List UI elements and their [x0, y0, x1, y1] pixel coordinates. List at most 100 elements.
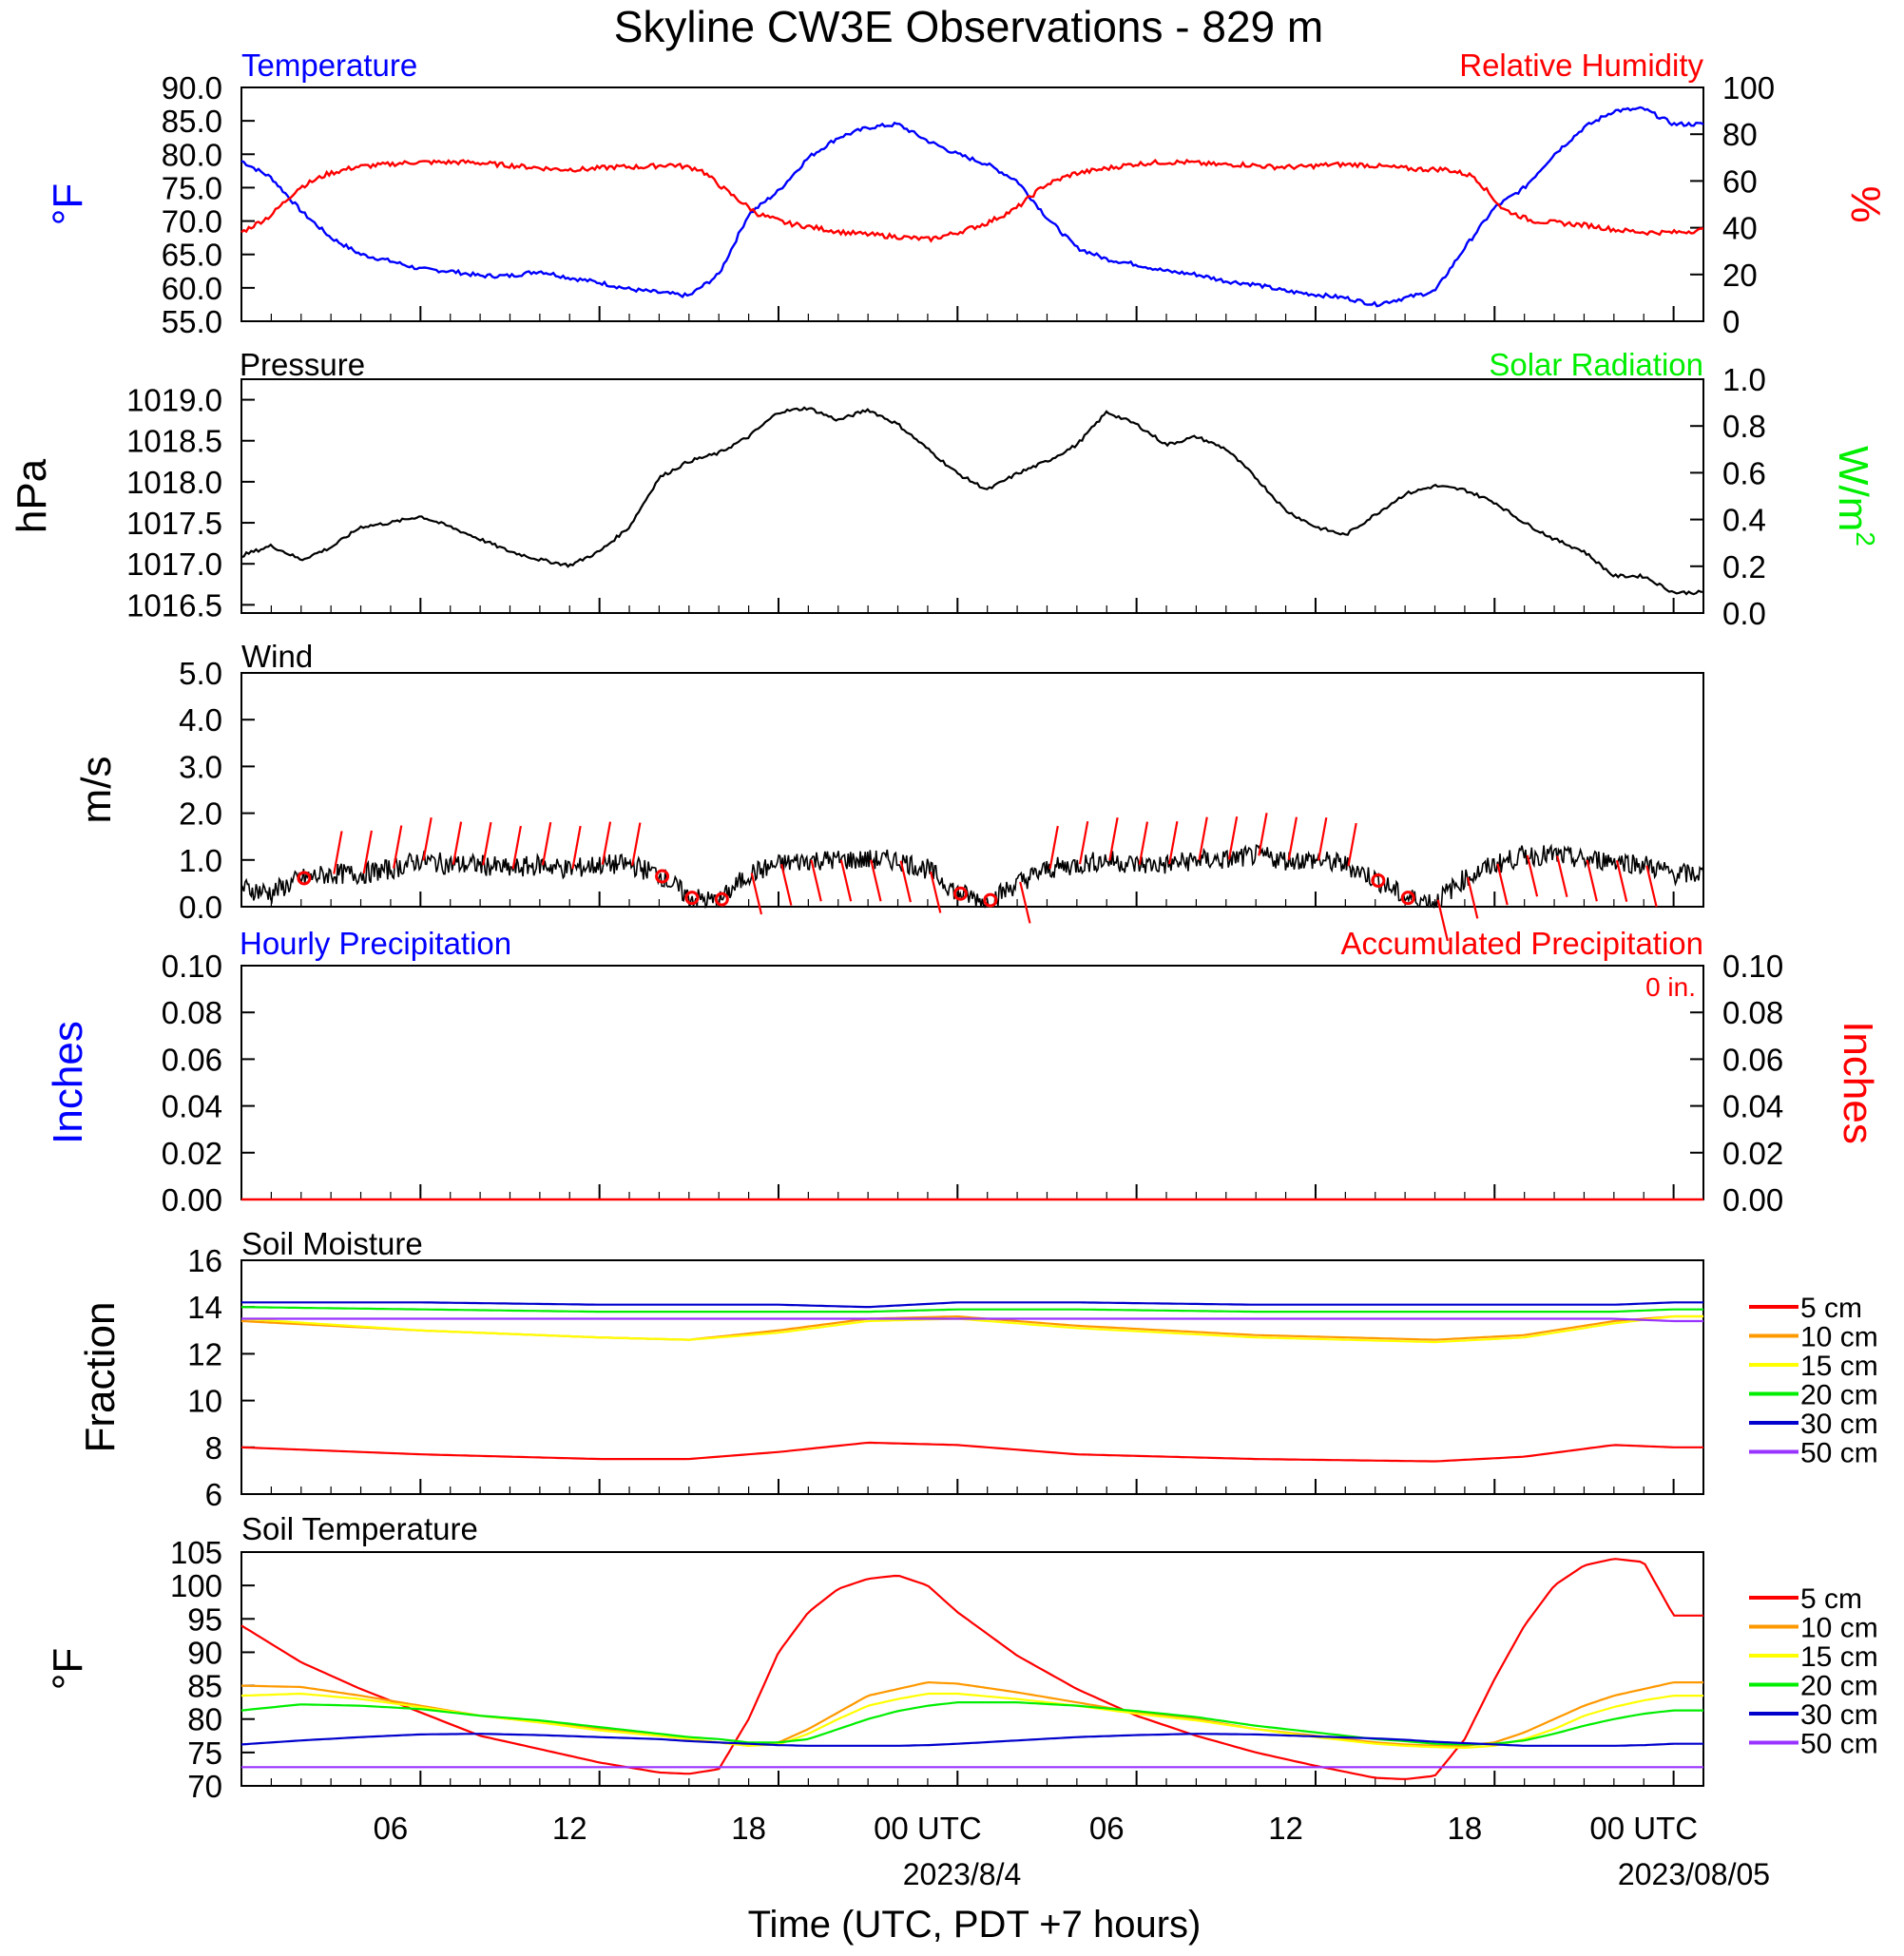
precip-left-axis-tick-label: 0.10 — [162, 949, 222, 984]
legend-label: 30 cm — [1800, 1409, 1878, 1440]
legend-label: 15 cm — [1800, 1641, 1878, 1673]
pres-left-axis-tick-label: 1017.0 — [126, 547, 222, 582]
panel-wind-left-title: Wind — [241, 639, 313, 674]
wind-barb — [1198, 816, 1208, 860]
wind-barb — [1227, 816, 1239, 860]
wind-barb — [1556, 855, 1568, 898]
wind-barb — [839, 859, 853, 902]
x-tick-label: 00 UTC — [1589, 1811, 1698, 1846]
panel-wind-frame — [240, 672, 1704, 908]
wind-barb — [1317, 817, 1328, 861]
legend-label: 30 cm — [1800, 1699, 1878, 1731]
panel-soil-temperature-left-title: Soil Temperature — [241, 1511, 478, 1546]
panel-soil-temperature-ylabel-left: °F — [45, 1648, 91, 1690]
wind-barb — [1466, 876, 1479, 919]
sm-left-axis-tick-label: 6 — [205, 1477, 222, 1512]
temp-left-axis-tick-label: 80.0 — [162, 137, 222, 172]
pres-right-axis-tick-label: 0.2 — [1722, 549, 1766, 585]
wind-calm-circle — [684, 891, 700, 906]
soil-line-30cm — [241, 1301, 1703, 1309]
panel-soil-moisture-frame — [240, 1259, 1704, 1495]
wind-barb — [1586, 859, 1598, 902]
wind-barb — [929, 871, 942, 913]
wind-barb — [1138, 821, 1149, 865]
wind-barb — [1496, 863, 1509, 906]
wind-barb — [631, 822, 642, 866]
panel-precip-left-title: Hourly Precipitation — [240, 926, 511, 961]
soil-line-20cm — [240, 1700, 1703, 1746]
wind-barb — [1645, 865, 1658, 908]
pres-left-axis-tick-label: 1018.5 — [126, 424, 222, 459]
legend-label: 10 cm — [1800, 1613, 1878, 1644]
wind-calm-circle — [714, 892, 729, 907]
wind-calm-circle — [983, 892, 998, 908]
legend-label: 15 cm — [1800, 1351, 1878, 1382]
temp-left-axis-tick-label: 85.0 — [162, 104, 222, 139]
wind-left-axis-tick-label: 2.0 — [179, 796, 222, 832]
st-left-axis-tick-label: 100 — [170, 1568, 222, 1603]
legend-label: 50 cm — [1800, 1729, 1878, 1760]
st-left-axis-tick-label: 90 — [187, 1635, 222, 1670]
wind-barb — [422, 817, 433, 861]
soil-line-5cm — [240, 1441, 1703, 1463]
temp-left-axis-tick-label: 60.0 — [162, 271, 222, 306]
panel-temperature-frame — [240, 86, 1704, 322]
precip-right-axis-tick-label: 0.10 — [1722, 949, 1783, 984]
pres-right-axis-tick-label: 0.0 — [1722, 596, 1766, 631]
soil-line-50cm — [241, 1317, 1703, 1323]
temp-left-axis-tick-label: 65.0 — [162, 238, 222, 273]
temp-right-axis-tick-label: 80 — [1722, 117, 1758, 152]
legend-label: 20 cm — [1800, 1380, 1878, 1411]
panel-soil-moisture-left-title: Soil Moisture — [241, 1226, 423, 1261]
wind-barb — [1526, 854, 1539, 897]
panel-temperature-ylabel-right: % — [1842, 185, 1889, 222]
panel-precip-frame — [240, 965, 1704, 1200]
soil-line-15cm — [240, 1314, 1703, 1344]
panel-pressure-right-title: Solar Radiation — [1489, 347, 1703, 382]
precip-left-axis-tick-label: 0.06 — [162, 1042, 222, 1077]
temp-left-axis-tick-label: 90.0 — [162, 70, 222, 105]
wind-barb — [511, 825, 522, 870]
wind-barb — [1287, 816, 1298, 860]
temp-right-axis-tick-label: 40 — [1722, 211, 1758, 246]
panel-precip-right-title: Accumulated Precipitation — [1340, 926, 1703, 961]
wind-barb — [1347, 822, 1357, 867]
wind-left-axis-tick-label: 4.0 — [179, 702, 222, 738]
precip-right-axis-tick-label: 0.08 — [1722, 995, 1783, 1030]
legend-label: 10 cm — [1800, 1322, 1878, 1353]
pres-right-axis-tick-label: 1.0 — [1722, 362, 1766, 397]
panel-soil-moisture: Soil Moisture Fraction 16 14 12 10 8 6 5 cm10… — [77, 1226, 1878, 1512]
wind-speed-line — [240, 843, 1704, 910]
temp-right-axis-tick-label: 20 — [1722, 258, 1758, 293]
wind-barb — [1108, 817, 1119, 861]
panel-pressure-ylabel-left: hPa — [9, 458, 55, 533]
pres-right-axis-tick-label: 0.8 — [1722, 409, 1766, 444]
panel-precip-ylabel-right: Inches — [1835, 1021, 1881, 1144]
legend-label: 5 cm — [1800, 1583, 1862, 1615]
precip-right-axis-tick-label: 0.02 — [1722, 1136, 1783, 1171]
wind-calm-circle — [1400, 891, 1415, 906]
panel-soil-moisture-ylabel-left: Fraction — [77, 1302, 124, 1453]
relative-humidity-line — [240, 158, 1704, 243]
wind-calm-circle — [297, 871, 312, 886]
panel-temperature-ylabel-left: °F — [45, 183, 91, 225]
wind-barb — [1019, 881, 1031, 924]
precip-left-axis-tick-label: 0.04 — [162, 1089, 222, 1124]
temp-left-axis-tick-label: 70.0 — [162, 204, 222, 240]
wind-barb — [750, 873, 763, 915]
temp-right-axis-tick-label: 100 — [1722, 70, 1775, 105]
wind-barb — [1048, 825, 1059, 870]
wind-barb — [870, 859, 882, 902]
wind-barb — [601, 821, 612, 865]
precip-right-axis-tick-label: 0.04 — [1722, 1089, 1783, 1124]
precip-right-axis-tick-label: 0.00 — [1722, 1182, 1783, 1218]
chart-title: Skyline CW3E Observations - 829 m — [614, 2, 1324, 51]
panel-wind: Wind m/s 5.0 4.0 3.0 2.0 1.0 0.0 — [73, 639, 1704, 942]
x-tick-label: 18 — [1448, 1811, 1483, 1846]
st-left-axis-tick-label: 75 — [187, 1735, 222, 1771]
wind-barb — [1436, 899, 1449, 942]
x-tick-label: 18 — [731, 1811, 766, 1846]
